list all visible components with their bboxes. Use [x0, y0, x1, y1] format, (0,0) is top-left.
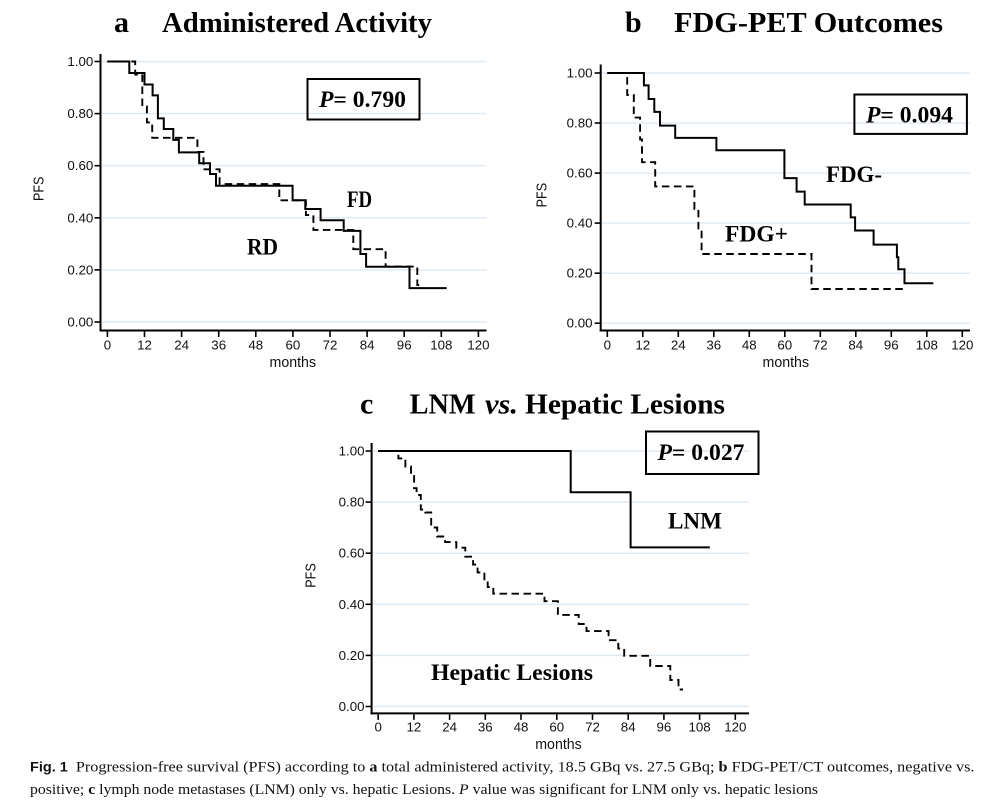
svg-text:Hepatic Lesions: Hepatic Lesions	[431, 660, 593, 685]
svg-text:PFS: PFS	[302, 563, 319, 588]
svg-text:24: 24	[174, 338, 189, 353]
svg-text:48: 48	[742, 338, 757, 353]
svg-text:0.00: 0.00	[67, 315, 93, 330]
svg-text:Administered Activity: Administered Activity	[162, 7, 432, 39]
svg-text:0.60: 0.60	[67, 158, 93, 173]
svg-text:36: 36	[211, 338, 226, 353]
svg-text:84: 84	[848, 338, 863, 353]
svg-text:0.60: 0.60	[339, 546, 365, 561]
svg-text:120: 120	[724, 719, 746, 734]
svg-text:0.00: 0.00	[339, 699, 365, 714]
svg-text:108: 108	[430, 338, 452, 353]
svg-text:1.00: 1.00	[67, 54, 93, 69]
svg-text:12: 12	[407, 719, 422, 734]
svg-text:108: 108	[689, 719, 711, 734]
svg-text:84: 84	[360, 338, 375, 353]
svg-text:b: b	[625, 6, 642, 39]
svg-text:0.00: 0.00	[567, 316, 593, 331]
svg-text:1.00: 1.00	[567, 66, 593, 81]
svg-text:positive; c lymph node metasta: positive; c lymph node metastases (LNM) …	[30, 781, 818, 798]
svg-text:months: months	[270, 355, 317, 371]
svg-text:0.20: 0.20	[339, 648, 365, 663]
svg-text:84: 84	[621, 719, 636, 734]
svg-text:PFS: PFS	[31, 177, 48, 202]
svg-text:FD: FD	[347, 187, 372, 212]
svg-text:120: 120	[951, 338, 973, 353]
svg-text:36: 36	[478, 719, 493, 734]
svg-text:72: 72	[813, 338, 828, 353]
svg-text:0.20: 0.20	[567, 266, 593, 281]
svg-text:RD: RD	[247, 235, 278, 260]
svg-text:0.20: 0.20	[67, 262, 93, 277]
svg-text:LNM: LNM	[668, 509, 722, 534]
svg-text:PFS: PFS	[534, 183, 551, 208]
svg-text:24: 24	[671, 338, 686, 353]
svg-text:Fig. 1 Progression-free surviv: Fig. 1 Progression-free survival (PFS) a…	[30, 759, 975, 776]
svg-text:FDG-PET Outcomes: FDG-PET Outcomes	[674, 7, 943, 39]
svg-text:108: 108	[916, 338, 938, 353]
svg-text:0: 0	[104, 338, 111, 353]
svg-text:12: 12	[137, 338, 152, 353]
svg-text:P= 0.094: P= 0.094	[865, 103, 954, 128]
svg-text:FDG+: FDG+	[725, 222, 788, 247]
svg-text:P= 0.790: P= 0.790	[318, 87, 406, 112]
svg-text:0: 0	[374, 719, 381, 734]
svg-text:96: 96	[657, 719, 672, 734]
svg-text:60: 60	[777, 338, 792, 353]
svg-text:1.00: 1.00	[339, 444, 365, 459]
svg-text:60: 60	[549, 719, 564, 734]
svg-text:24: 24	[442, 719, 457, 734]
svg-text:0.80: 0.80	[567, 116, 593, 131]
svg-text:c: c	[360, 388, 373, 421]
svg-text:48: 48	[514, 719, 529, 734]
svg-text:120: 120	[467, 338, 489, 353]
svg-text:0.80: 0.80	[339, 495, 365, 510]
svg-text:72: 72	[323, 338, 338, 353]
svg-text:Hepatic Lesions: Hepatic Lesions	[525, 389, 725, 421]
svg-text:0.40: 0.40	[67, 210, 93, 225]
svg-text:12: 12	[635, 338, 650, 353]
svg-text:60: 60	[286, 338, 301, 353]
svg-text:48: 48	[248, 338, 263, 353]
svg-text:0.80: 0.80	[67, 106, 93, 121]
svg-text:0: 0	[604, 338, 611, 353]
svg-text:36: 36	[706, 338, 721, 353]
svg-text:months: months	[763, 355, 810, 371]
svg-text:96: 96	[884, 338, 899, 353]
svg-text:0.60: 0.60	[567, 166, 593, 181]
svg-text:0.40: 0.40	[339, 597, 365, 612]
svg-text:a: a	[114, 6, 129, 39]
svg-text:FDG-: FDG-	[826, 162, 882, 187]
svg-text:LNM: LNM	[410, 389, 476, 421]
svg-text:96: 96	[397, 338, 412, 353]
svg-text:P= 0.027: P= 0.027	[656, 440, 744, 465]
svg-text:0.40: 0.40	[567, 216, 593, 231]
svg-text:vs.: vs.	[485, 389, 518, 421]
svg-text:72: 72	[585, 719, 600, 734]
svg-text:months: months	[535, 737, 582, 753]
